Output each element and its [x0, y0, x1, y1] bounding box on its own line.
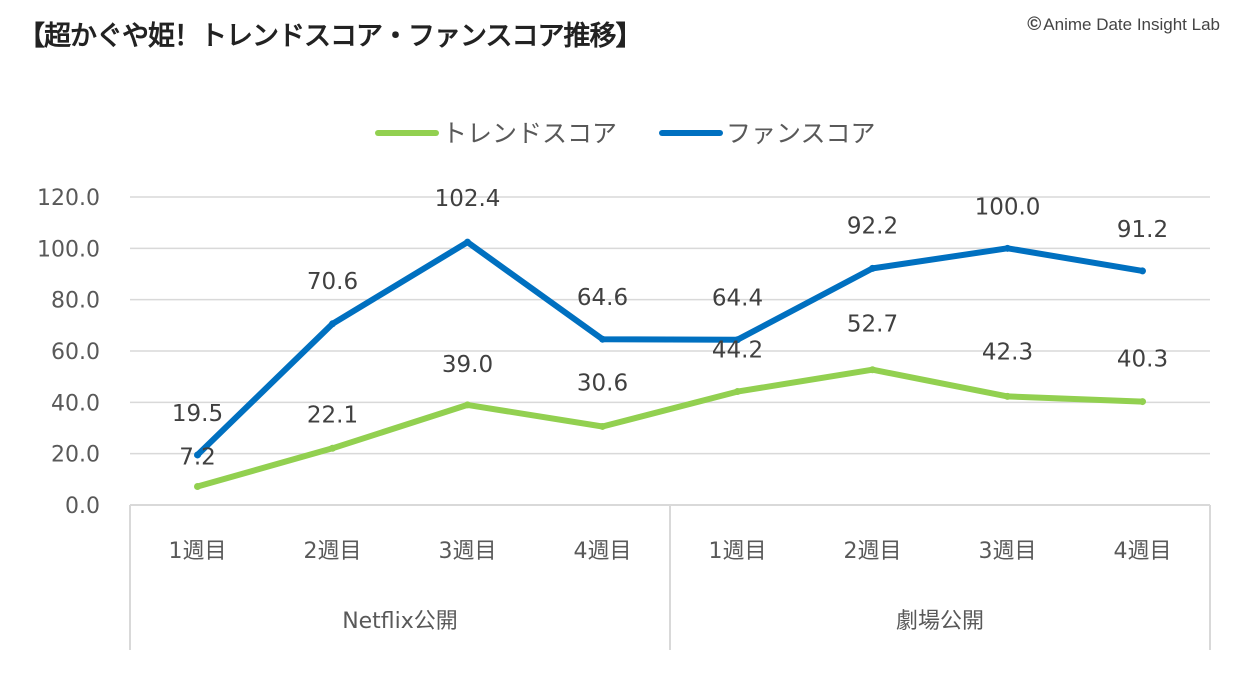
- data-label: 100.0: [975, 194, 1041, 220]
- data-point: [194, 451, 201, 459]
- y-tick-label: 80.0: [51, 289, 100, 314]
- y-tick-label: 40.0: [51, 391, 100, 416]
- data-label: 70.6: [307, 269, 358, 295]
- credit-text: Anime Date Insight Lab: [1043, 15, 1220, 34]
- x-group-label: 劇場公開: [896, 609, 984, 634]
- data-point: [1139, 267, 1146, 275]
- data-point: [599, 335, 606, 343]
- series-line: [194, 366, 1146, 490]
- data-label: 102.4: [435, 186, 501, 212]
- data-label: 19.5: [172, 401, 223, 427]
- x-group-label: Netflix公開: [342, 609, 458, 634]
- data-point: [869, 264, 876, 272]
- legend-label: ファンスコア: [726, 119, 876, 148]
- data-point: [734, 336, 741, 344]
- data-label: 40.3: [1117, 347, 1168, 373]
- x-tick-label: 2週目: [844, 539, 902, 564]
- x-tick-label: 3週目: [439, 539, 497, 564]
- x-tick-label: 4週目: [574, 539, 632, 564]
- data-label: 91.2: [1117, 217, 1168, 243]
- data-point: [194, 483, 201, 491]
- x-tick-label: 1週目: [169, 539, 227, 564]
- data-point: [1004, 392, 1011, 400]
- data-label: 92.2: [847, 213, 898, 239]
- x-tick-label: 1週目: [709, 539, 767, 564]
- data-label: 64.4: [712, 286, 763, 312]
- y-tick-label: 60.0: [51, 340, 100, 365]
- page-title: 【超かぐや姫！トレンドスコア・ファンスコア推移】: [18, 21, 642, 52]
- y-tick-label: 120.0: [37, 186, 100, 211]
- copyright-icon: ©: [1027, 14, 1042, 35]
- y-tick-label: 100.0: [37, 237, 100, 262]
- data-point: [464, 238, 471, 246]
- series-line: [194, 239, 1146, 458]
- data-label: 39.0: [442, 352, 493, 378]
- credit: © Anime Date Insight Lab: [1027, 14, 1220, 36]
- data-label: 30.6: [577, 370, 628, 396]
- data-point: [329, 320, 336, 328]
- data-point: [464, 401, 471, 409]
- data-label: 64.6: [577, 285, 628, 311]
- data-label: 42.3: [982, 339, 1033, 365]
- data-label: 44.2: [712, 338, 763, 364]
- data-label: 7.2: [179, 445, 216, 471]
- data-point: [1004, 244, 1011, 252]
- data-label: 22.1: [307, 402, 358, 428]
- data-label: 52.7: [847, 312, 898, 338]
- legend-label: トレンドスコア: [442, 119, 617, 148]
- data-point: [1139, 398, 1146, 406]
- data-point: [869, 366, 876, 374]
- y-tick-label: 20.0: [51, 443, 100, 468]
- data-point: [329, 444, 336, 452]
- y-tick-label: 0.0: [65, 494, 100, 519]
- data-point: [599, 422, 606, 430]
- x-tick-label: 4週目: [1114, 539, 1172, 564]
- x-tick-label: 3週目: [979, 539, 1037, 564]
- x-tick-label: 2週目: [304, 539, 362, 564]
- data-point: [734, 388, 741, 396]
